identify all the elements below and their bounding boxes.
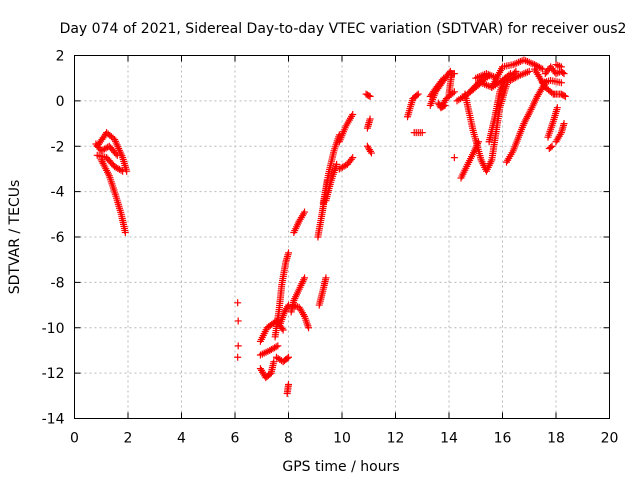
data-point [349,154,357,162]
data-point [234,317,242,325]
x-tick-labels: 0 2 4 6 8 10 12 14 16 18 20 [70,431,618,447]
y-tick-label: 2 [56,49,65,65]
data-point [322,274,330,282]
data-point [333,160,341,168]
x-tick-label: 12 [387,431,405,447]
data-point [560,120,568,128]
x-tick-label: 20 [601,431,619,447]
data-point [366,147,374,155]
data-point [367,149,375,157]
data-point [418,129,426,137]
x-tick-label: 4 [177,431,186,447]
y-tick-label: -6 [51,230,65,246]
data-point [347,155,355,163]
x-tick-label: 0 [70,431,79,447]
data-point [525,67,533,75]
x-tick-label: 8 [284,431,293,447]
data-point [559,69,567,77]
data-point [440,102,448,110]
data-point [440,74,448,82]
y-tick-label: -14 [42,412,65,428]
data-point [285,353,292,361]
y-axis-label: SDTVAR / TECUs [7,180,23,295]
data-point [365,92,373,100]
data-point [305,324,313,332]
data-point [301,274,309,282]
chart-title: Day 074 of 2021, Sidereal Day-to-day VTE… [60,21,627,37]
data-point [448,70,456,78]
axis-ticks [74,55,610,419]
data-point [274,342,282,350]
data-point [557,63,565,71]
data-point [349,110,357,118]
data-point [285,249,292,257]
x-tick-label: 14 [440,431,458,447]
data-point [285,380,292,388]
data-points [92,56,569,398]
y-tick-label: 0 [56,94,65,110]
data-point [366,92,374,100]
x-tick-label: 2 [124,431,133,447]
y-tick-label: -8 [51,275,65,291]
data-point [450,154,458,162]
data-point [501,74,509,82]
data-point [121,228,129,236]
x-tick-label: 18 [547,431,565,447]
x-tick-label: 10 [333,431,351,447]
data-point [505,71,513,79]
data-point [119,167,127,175]
data-point [449,89,457,97]
data-point [513,73,521,81]
data-point [438,76,446,84]
data-point [234,342,242,350]
data-point [507,70,515,78]
data-point [560,92,568,100]
y-tick-label: -12 [42,366,65,382]
data-point [560,70,568,78]
x-tick-label: 6 [231,431,240,447]
data-point [117,166,125,174]
data-point [234,299,242,307]
data-point [104,143,112,151]
data-point [234,353,242,361]
data-point [113,151,121,159]
data-point [272,343,280,351]
data-point [441,101,449,109]
data-point [283,354,291,362]
data-point [557,79,565,87]
data-point [112,150,120,158]
data-point [279,326,287,334]
data-point [301,208,309,216]
data-point [511,69,519,77]
data-point [553,104,561,112]
data-point [561,92,569,100]
data-point [414,90,422,98]
data-point [539,65,547,73]
y-tick-label: -2 [51,139,65,155]
data-point [512,67,520,75]
data-point [548,89,556,97]
data-point [548,142,556,150]
data-point [413,91,421,99]
data-point [537,64,545,72]
x-axis-label: GPS time / hours [282,459,399,475]
y-tick-label: -10 [42,321,65,337]
data-point [366,115,374,123]
y-tick-label: -4 [51,185,65,201]
data-point [547,143,555,151]
y-tick-labels: -14 -12 -10 -8 -6 -4 -2 0 2 [42,49,65,428]
data-point [270,358,278,366]
x-tick-label: 16 [494,431,512,447]
